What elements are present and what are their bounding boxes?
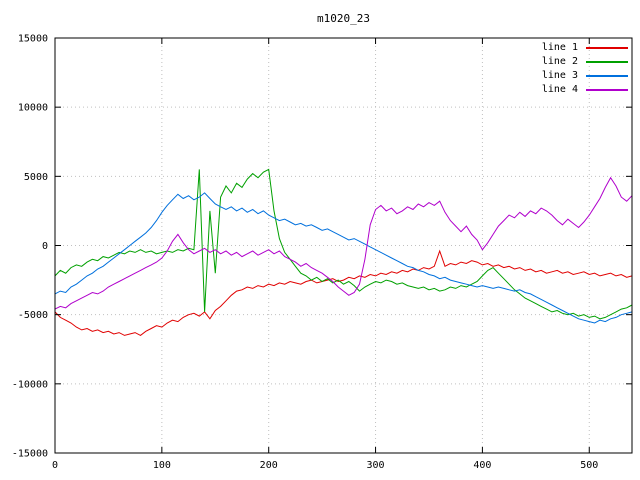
legend-line-sample xyxy=(586,88,628,91)
legend-line-sample xyxy=(586,46,628,49)
legend-item-2: line 2 xyxy=(542,55,628,68)
legend-line-sample xyxy=(586,60,628,63)
y-tick-label: -10000 xyxy=(12,379,48,390)
series-line-4 xyxy=(54,176,633,310)
x-tick-label: 100 xyxy=(153,460,171,471)
y-tick-label: 10000 xyxy=(18,103,48,114)
x-tick-label: 500 xyxy=(580,460,598,471)
legend-label: line 4 xyxy=(541,84,578,95)
y-tick-label: 5000 xyxy=(24,172,48,183)
y-tick-label: 15000 xyxy=(18,34,48,45)
legend: line 1 line 2 line 3 line 4 xyxy=(542,41,628,96)
chart-title: m1020_23 xyxy=(317,12,370,25)
series-line-1 xyxy=(54,249,633,336)
x-tick-label: 400 xyxy=(473,460,491,471)
x-tick-label: 0 xyxy=(52,460,58,471)
legend-item-1: line 1 xyxy=(542,41,628,54)
y-tick-label: -5000 xyxy=(18,310,48,321)
legend-item-3: line 3 xyxy=(542,69,628,82)
y-tick-label: -15000 xyxy=(12,449,48,460)
y-tick-label: 0 xyxy=(42,241,48,252)
legend-label: line 1 xyxy=(541,42,578,53)
legend-line-sample xyxy=(586,74,628,77)
series-line-3 xyxy=(54,192,633,324)
legend-label: line 2 xyxy=(541,56,578,67)
legend-label: line 3 xyxy=(541,70,578,81)
legend-item-4: line 4 xyxy=(542,83,628,96)
series-line-2 xyxy=(54,168,633,320)
x-tick-label: 300 xyxy=(367,460,385,471)
x-tick-label: 200 xyxy=(260,460,278,471)
